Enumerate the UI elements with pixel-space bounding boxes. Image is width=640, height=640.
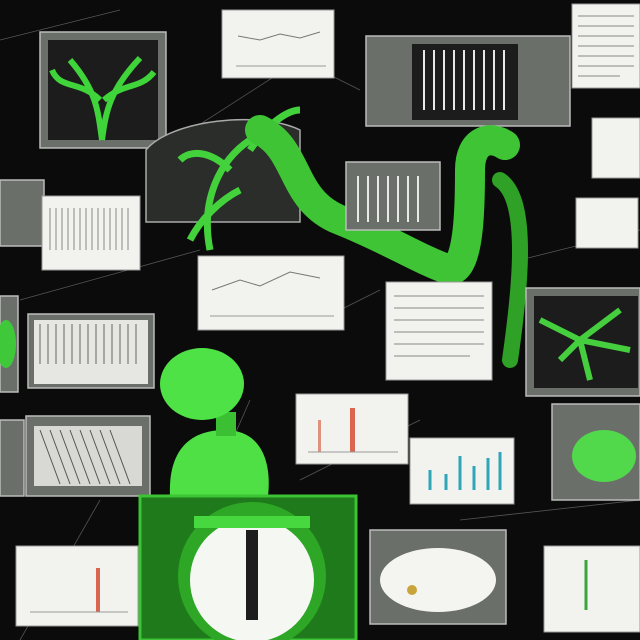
doc [543, 545, 640, 633]
red-bar-doc [295, 393, 409, 465]
frame-green [551, 403, 640, 501]
green-blob [572, 430, 636, 482]
panel-inner [34, 426, 142, 486]
doc-text-lines [394, 295, 484, 357]
doc [591, 117, 640, 179]
figure-head [160, 348, 244, 420]
frame [0, 179, 45, 247]
chart-doc [221, 9, 335, 79]
gray-panel [345, 161, 441, 231]
green-branches [538, 307, 631, 381]
dome-tree [177, 106, 301, 251]
green-tube-tail [492, 172, 528, 368]
panel-inner [34, 320, 148, 384]
doc-line [237, 31, 321, 41]
device-bars [423, 50, 505, 110]
doc [15, 545, 139, 627]
green-device [138, 494, 358, 640]
text-doc [571, 3, 640, 89]
figure-body [169, 430, 269, 496]
doc-line [211, 271, 321, 291]
panel-oval [380, 548, 496, 612]
green-blob [0, 320, 16, 368]
panel-lines [39, 429, 131, 485]
doc [543, 545, 640, 633]
device-top [194, 516, 310, 528]
doc-text-lines [578, 15, 634, 77]
teal-bar-doc [409, 437, 515, 505]
doc [41, 195, 141, 271]
text-doc [385, 281, 493, 381]
doc-red-bar [96, 568, 100, 612]
bar-doc [41, 195, 141, 271]
panel-dot [407, 585, 417, 595]
gray-panel [27, 313, 155, 389]
oval-panel [369, 529, 507, 625]
device [365, 35, 571, 127]
green-tree [49, 55, 157, 141]
doc [385, 281, 493, 381]
green-tube [245, 115, 520, 286]
doc [409, 437, 515, 505]
gray-panel [25, 415, 151, 497]
frame [0, 419, 25, 497]
line-doc [197, 255, 345, 331]
panel-bars [357, 176, 419, 222]
red-bar-doc [15, 545, 139, 627]
device-core [246, 530, 258, 620]
doc [197, 255, 345, 331]
frame-tree [39, 31, 167, 149]
doc-bars [49, 208, 129, 250]
figure-neck [216, 412, 236, 436]
doc-teal-bars [428, 452, 502, 490]
panel-bars [39, 324, 137, 364]
doc-red-bar [318, 420, 321, 452]
green-figure [160, 348, 269, 496]
frame [345, 161, 441, 231]
frame-green [525, 287, 640, 397]
doc [575, 197, 639, 249]
doc [221, 9, 335, 79]
doc-red-bar [350, 408, 355, 452]
